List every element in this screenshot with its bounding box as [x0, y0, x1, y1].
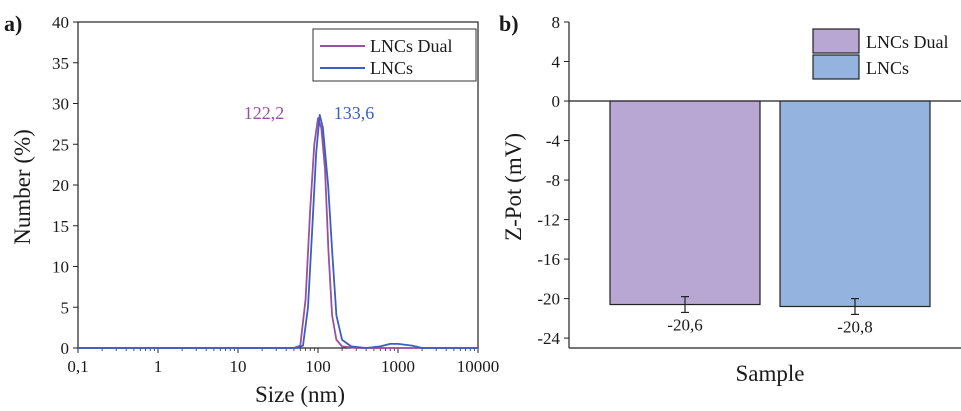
legend-label-lncs: LNCs — [370, 58, 413, 78]
panel-a-size-distribution: a) 0,1 1 10 100 1000 10000 0 5 10 15 20 25 30 35 40 Si… — [4, 11, 499, 407]
legend-label-lncs-dual: LNCs Dual — [370, 36, 453, 56]
bar-lncs-dual — [609, 100, 761, 306]
x-tick-label: 10000 — [457, 357, 500, 376]
peak-label-lncs-dual: 122,2 — [244, 103, 285, 123]
panel-b-bars: -20,6 -20,8 — [609, 100, 931, 336]
panel-a-x-axis-label: Size (nm) — [255, 382, 345, 407]
y-tick-label: -12 — [537, 211, 560, 230]
x-tick-label: 1000 — [381, 357, 415, 376]
y-tick-label: 15 — [52, 217, 69, 236]
panel-b-legend: LNCs Dual LNCs — [812, 28, 949, 80]
y-tick-label: 25 — [52, 135, 69, 154]
panel-b-axes: 8 4 0 -4 -8 -12 -16 -20 -24 — [537, 13, 961, 349]
panel-a-y-axis-label: Number (%) — [10, 129, 35, 245]
panel-b-label: b) — [499, 11, 519, 36]
panel-a-label: a) — [4, 11, 22, 36]
y-tick-label: 8 — [552, 13, 561, 32]
legend-swatch-lncs — [812, 54, 860, 80]
legend-label-b-lncs-dual: LNCs Dual — [866, 32, 949, 52]
panel-a-legend-box — [312, 28, 477, 82]
y-tick-label: -4 — [546, 132, 561, 151]
y-tick-label: 30 — [52, 95, 69, 114]
y-tick-label: 35 — [52, 54, 69, 73]
bar-value-label: -20,6 — [667, 315, 702, 334]
panel-b-y-axis-label: Z-Pot (mV) — [501, 133, 526, 241]
bar-lncs — [779, 100, 931, 308]
y-tick-label: -20 — [537, 290, 560, 309]
y-tick-label: 20 — [52, 176, 69, 195]
y-tick-label: 40 — [52, 13, 69, 32]
x-tick-label: 10 — [230, 357, 247, 376]
x-tick-label: 0,1 — [67, 357, 88, 376]
peak-label-lncs: 133,6 — [334, 103, 375, 123]
y-tick-label: -8 — [546, 171, 560, 190]
y-tick-label: 0 — [552, 92, 561, 111]
y-tick-label: 10 — [52, 258, 69, 277]
series-line-lncs-dual — [78, 117, 478, 349]
x-tick-label: 100 — [305, 357, 331, 376]
series-line-lncs — [78, 114, 478, 349]
legend-swatch-lncs-dual — [812, 28, 860, 54]
panel-b-zeta-potential: b) 8 4 0 -4 -8 -12 -16 -20 -24 -20,6 -20,8 Sample… — [499, 11, 961, 386]
panel-b-x-axis-label: Sample — [736, 361, 805, 386]
y-tick-label: -16 — [537, 250, 560, 269]
y-tick-label: 0 — [61, 339, 70, 358]
bar-value-label: -20,8 — [837, 317, 872, 336]
panel-a-series — [78, 114, 478, 349]
y-tick-label: 5 — [61, 298, 70, 317]
y-tick-label: -24 — [537, 329, 560, 348]
panel-a-legend: LNCs Dual LNCs — [312, 28, 477, 82]
y-tick-label: 4 — [552, 53, 561, 72]
legend-label-b-lncs: LNCs — [866, 58, 909, 78]
x-tick-label: 1 — [154, 357, 163, 376]
